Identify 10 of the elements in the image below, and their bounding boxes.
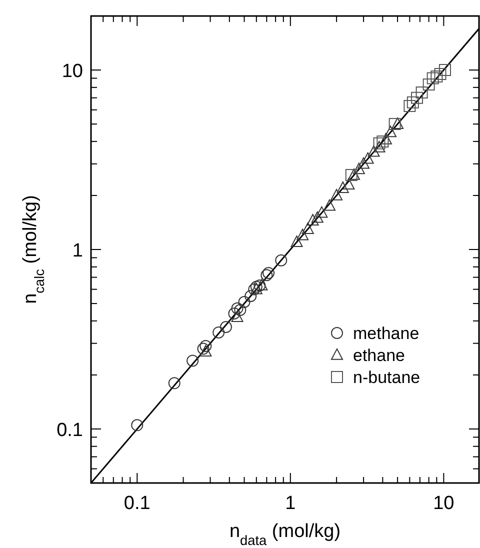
x-axis-title: n$_{data}$ (mol/kg)	[229, 521, 341, 548]
legend-label: methane	[353, 324, 420, 343]
legend-label: ethane	[353, 346, 405, 365]
y-tick-label: 0.1	[56, 420, 83, 441]
x-tick-label: 10	[433, 493, 454, 514]
legend-label: n-butane	[353, 368, 420, 387]
x-tick-label: 1	[285, 493, 296, 514]
x-tick-label: 0.1	[124, 493, 150, 514]
y-tick-label: 10	[62, 61, 83, 82]
y-tick-label: 1	[72, 240, 83, 262]
